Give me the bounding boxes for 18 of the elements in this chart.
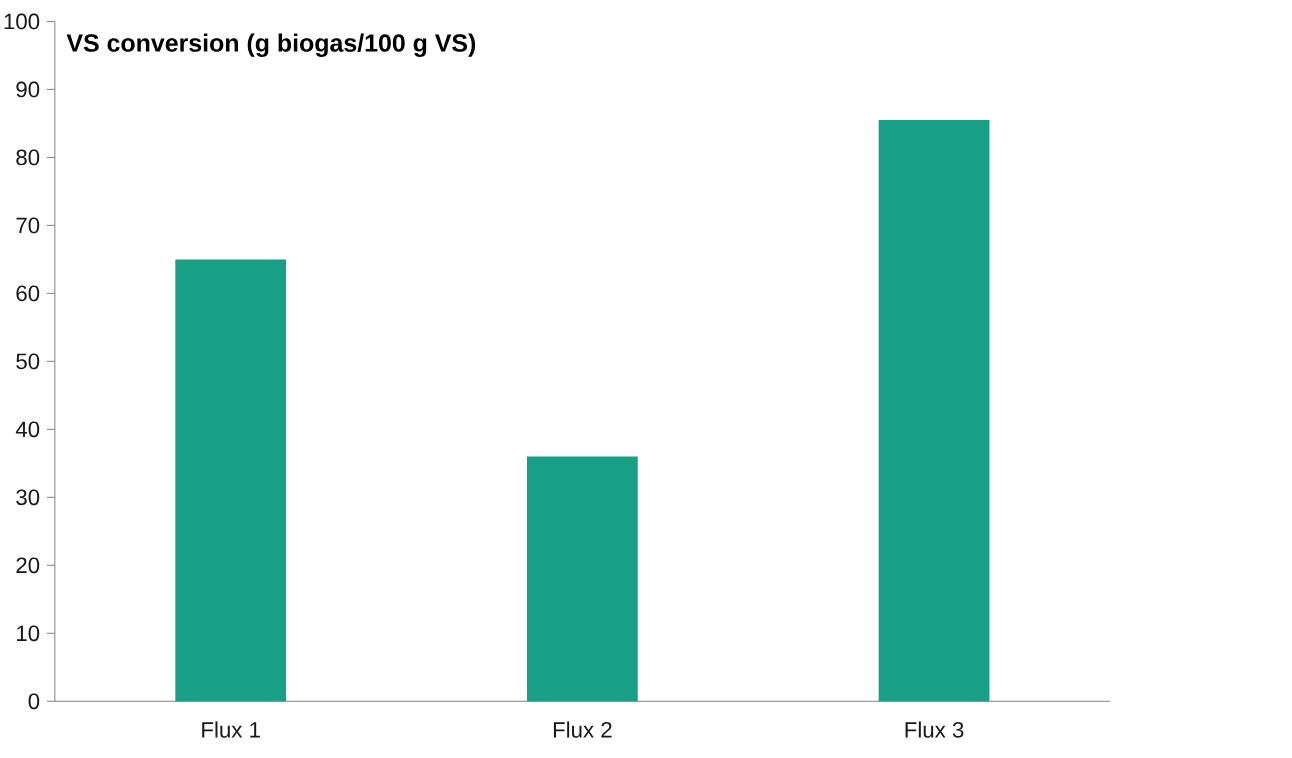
y-tick-label: 90 — [16, 81, 40, 98]
y-tick-label: 0 — [28, 693, 40, 709]
y-tick-label: 60 — [16, 285, 40, 302]
x-tick-label: Flux 3 — [905, 721, 964, 738]
x-tick-label: Flux 1 — [202, 721, 260, 738]
y-tick-label: 10 — [17, 625, 40, 641]
chart-title: VS conversion (g biogas/100 g VS) — [66, 33, 476, 57]
bar — [175, 259, 287, 702]
y-tick-label: 80 — [16, 149, 40, 166]
y-tick-label: 30 — [16, 489, 40, 505]
y-tick-label: 50 — [16, 353, 40, 370]
y-tick-label: 20 — [16, 557, 40, 573]
x-tick-label: Flux 2 — [553, 721, 612, 738]
y-tick-label: 40 — [15, 421, 40, 437]
y-tick-label: 100 — [4, 13, 40, 30]
bar — [878, 119, 990, 702]
y-tick-label: 70 — [16, 217, 40, 234]
bar — [526, 456, 638, 702]
